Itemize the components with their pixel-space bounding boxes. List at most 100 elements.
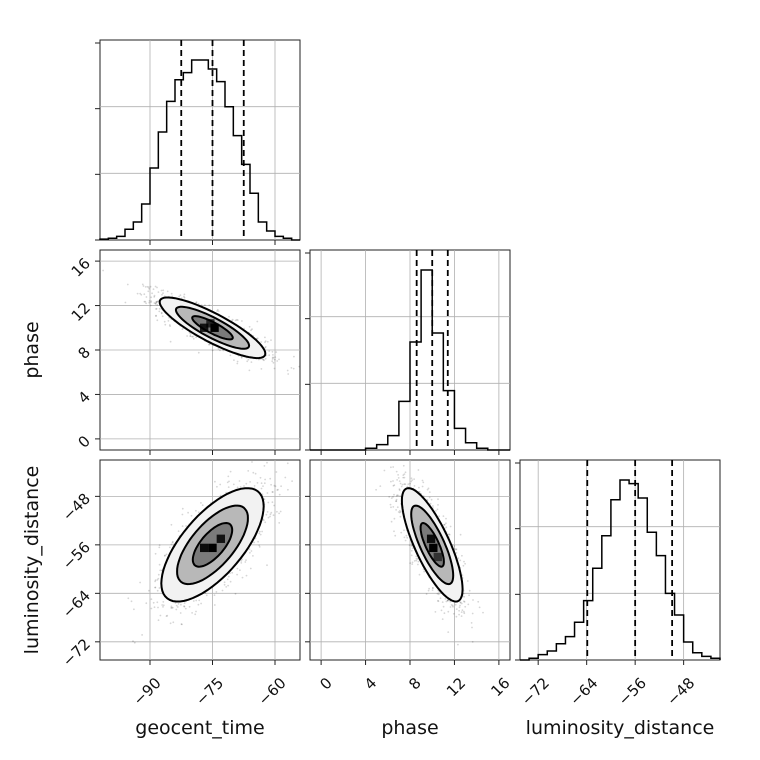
sample-point: [161, 315, 164, 318]
sample-point: [395, 495, 398, 497]
sample-point: [276, 510, 278, 513]
sample-point: [399, 509, 401, 512]
sample-point: [163, 320, 166, 323]
sample-point: [226, 578, 229, 581]
sample-point: [471, 626, 473, 629]
sample-point: [395, 500, 397, 502]
sample-point: [272, 491, 274, 493]
sample-point: [232, 483, 235, 486]
sample-point: [217, 310, 220, 312]
sample-point: [155, 300, 158, 303]
sample-point: [482, 611, 484, 614]
sample-point: [170, 605, 173, 608]
sample-point: [184, 607, 187, 610]
sample-point: [269, 515, 271, 518]
sample-point: [426, 488, 429, 491]
x-tick-label: 8: [405, 674, 424, 693]
sample-point: [240, 356, 243, 358]
sample-point: [290, 367, 293, 369]
sample-point: [393, 517, 396, 520]
sample-point: [228, 315, 230, 318]
sample-point: [286, 369, 289, 372]
sample-point: [181, 623, 183, 626]
peak-cell: [206, 319, 215, 328]
sample-point: [402, 476, 405, 479]
histogram-panel-geocent_time: [95, 39, 301, 241]
sample-point: [139, 581, 142, 584]
sample-point: [280, 485, 282, 488]
sample-point: [467, 603, 470, 606]
sample-point: [127, 597, 130, 600]
sample-point: [277, 488, 279, 491]
sample-point: [441, 618, 444, 620]
sample-point: [217, 347, 220, 350]
sample-point: [275, 471, 278, 473]
sample-point: [238, 480, 241, 482]
sample-point: [189, 335, 192, 337]
sample-point: [257, 358, 260, 361]
sample-point: [459, 533, 462, 536]
sample-point: [471, 612, 474, 615]
sample-point: [398, 488, 401, 490]
sample-point: [183, 605, 186, 607]
sample-point: [150, 598, 153, 601]
sample-point: [392, 506, 395, 508]
sample-point: [392, 480, 394, 482]
sample-point: [180, 623, 183, 625]
sample-point: [166, 290, 169, 293]
sample-point: [404, 539, 407, 542]
sample-point: [273, 358, 276, 361]
sample-point: [411, 547, 414, 549]
sample-point: [458, 613, 460, 616]
sample-point: [432, 505, 434, 507]
sample-point: [181, 513, 184, 516]
sample-point: [437, 593, 440, 596]
sample-point: [145, 296, 148, 298]
x-axis-label-luminosity_distance: luminosity_distance: [526, 717, 715, 739]
sample-point: [270, 511, 273, 514]
sample-point: [271, 350, 274, 353]
sample-point: [298, 365, 300, 368]
sample-point: [198, 599, 201, 602]
sample-point: [395, 500, 398, 503]
sample-point: [265, 513, 268, 516]
sample-point: [171, 606, 174, 609]
sample-point: [157, 619, 160, 622]
sample-point: [410, 480, 413, 483]
sample-point: [444, 598, 447, 600]
sample-point: [445, 526, 448, 529]
sample-point: [395, 498, 398, 501]
sample-point: [445, 600, 448, 603]
sample-point: [146, 285, 149, 288]
sample-point: [417, 563, 419, 566]
sample-point: [247, 358, 250, 361]
sample-point: [267, 516, 270, 519]
sample-point: [233, 359, 235, 361]
sample-point: [248, 325, 251, 328]
sample-point: [437, 504, 439, 506]
sample-point: [266, 492, 269, 494]
sample-point: [271, 360, 274, 363]
sample-point: [413, 478, 415, 480]
sample-point: [448, 533, 451, 536]
y-tick-label: 0: [75, 432, 94, 451]
sample-point: [264, 346, 267, 348]
sample-point: [126, 283, 129, 286]
sample-point: [438, 515, 440, 518]
sample-point: [177, 530, 180, 533]
sample-point: [197, 603, 200, 606]
x-tick-label: 12: [443, 674, 469, 700]
sample-point: [158, 544, 161, 547]
x-axis-label-geocent_time: geocent_time: [135, 717, 264, 739]
sample-point: [157, 573, 160, 576]
sample-point: [159, 614, 162, 617]
sample-point: [437, 599, 439, 602]
sample-point: [453, 545, 456, 547]
sample-point: [215, 591, 218, 593]
sample-point: [443, 612, 446, 615]
sample-point: [477, 600, 480, 603]
sample-point: [267, 501, 270, 504]
sample-point: [150, 607, 153, 610]
sample-point: [274, 485, 277, 488]
sample-point: [264, 357, 267, 360]
